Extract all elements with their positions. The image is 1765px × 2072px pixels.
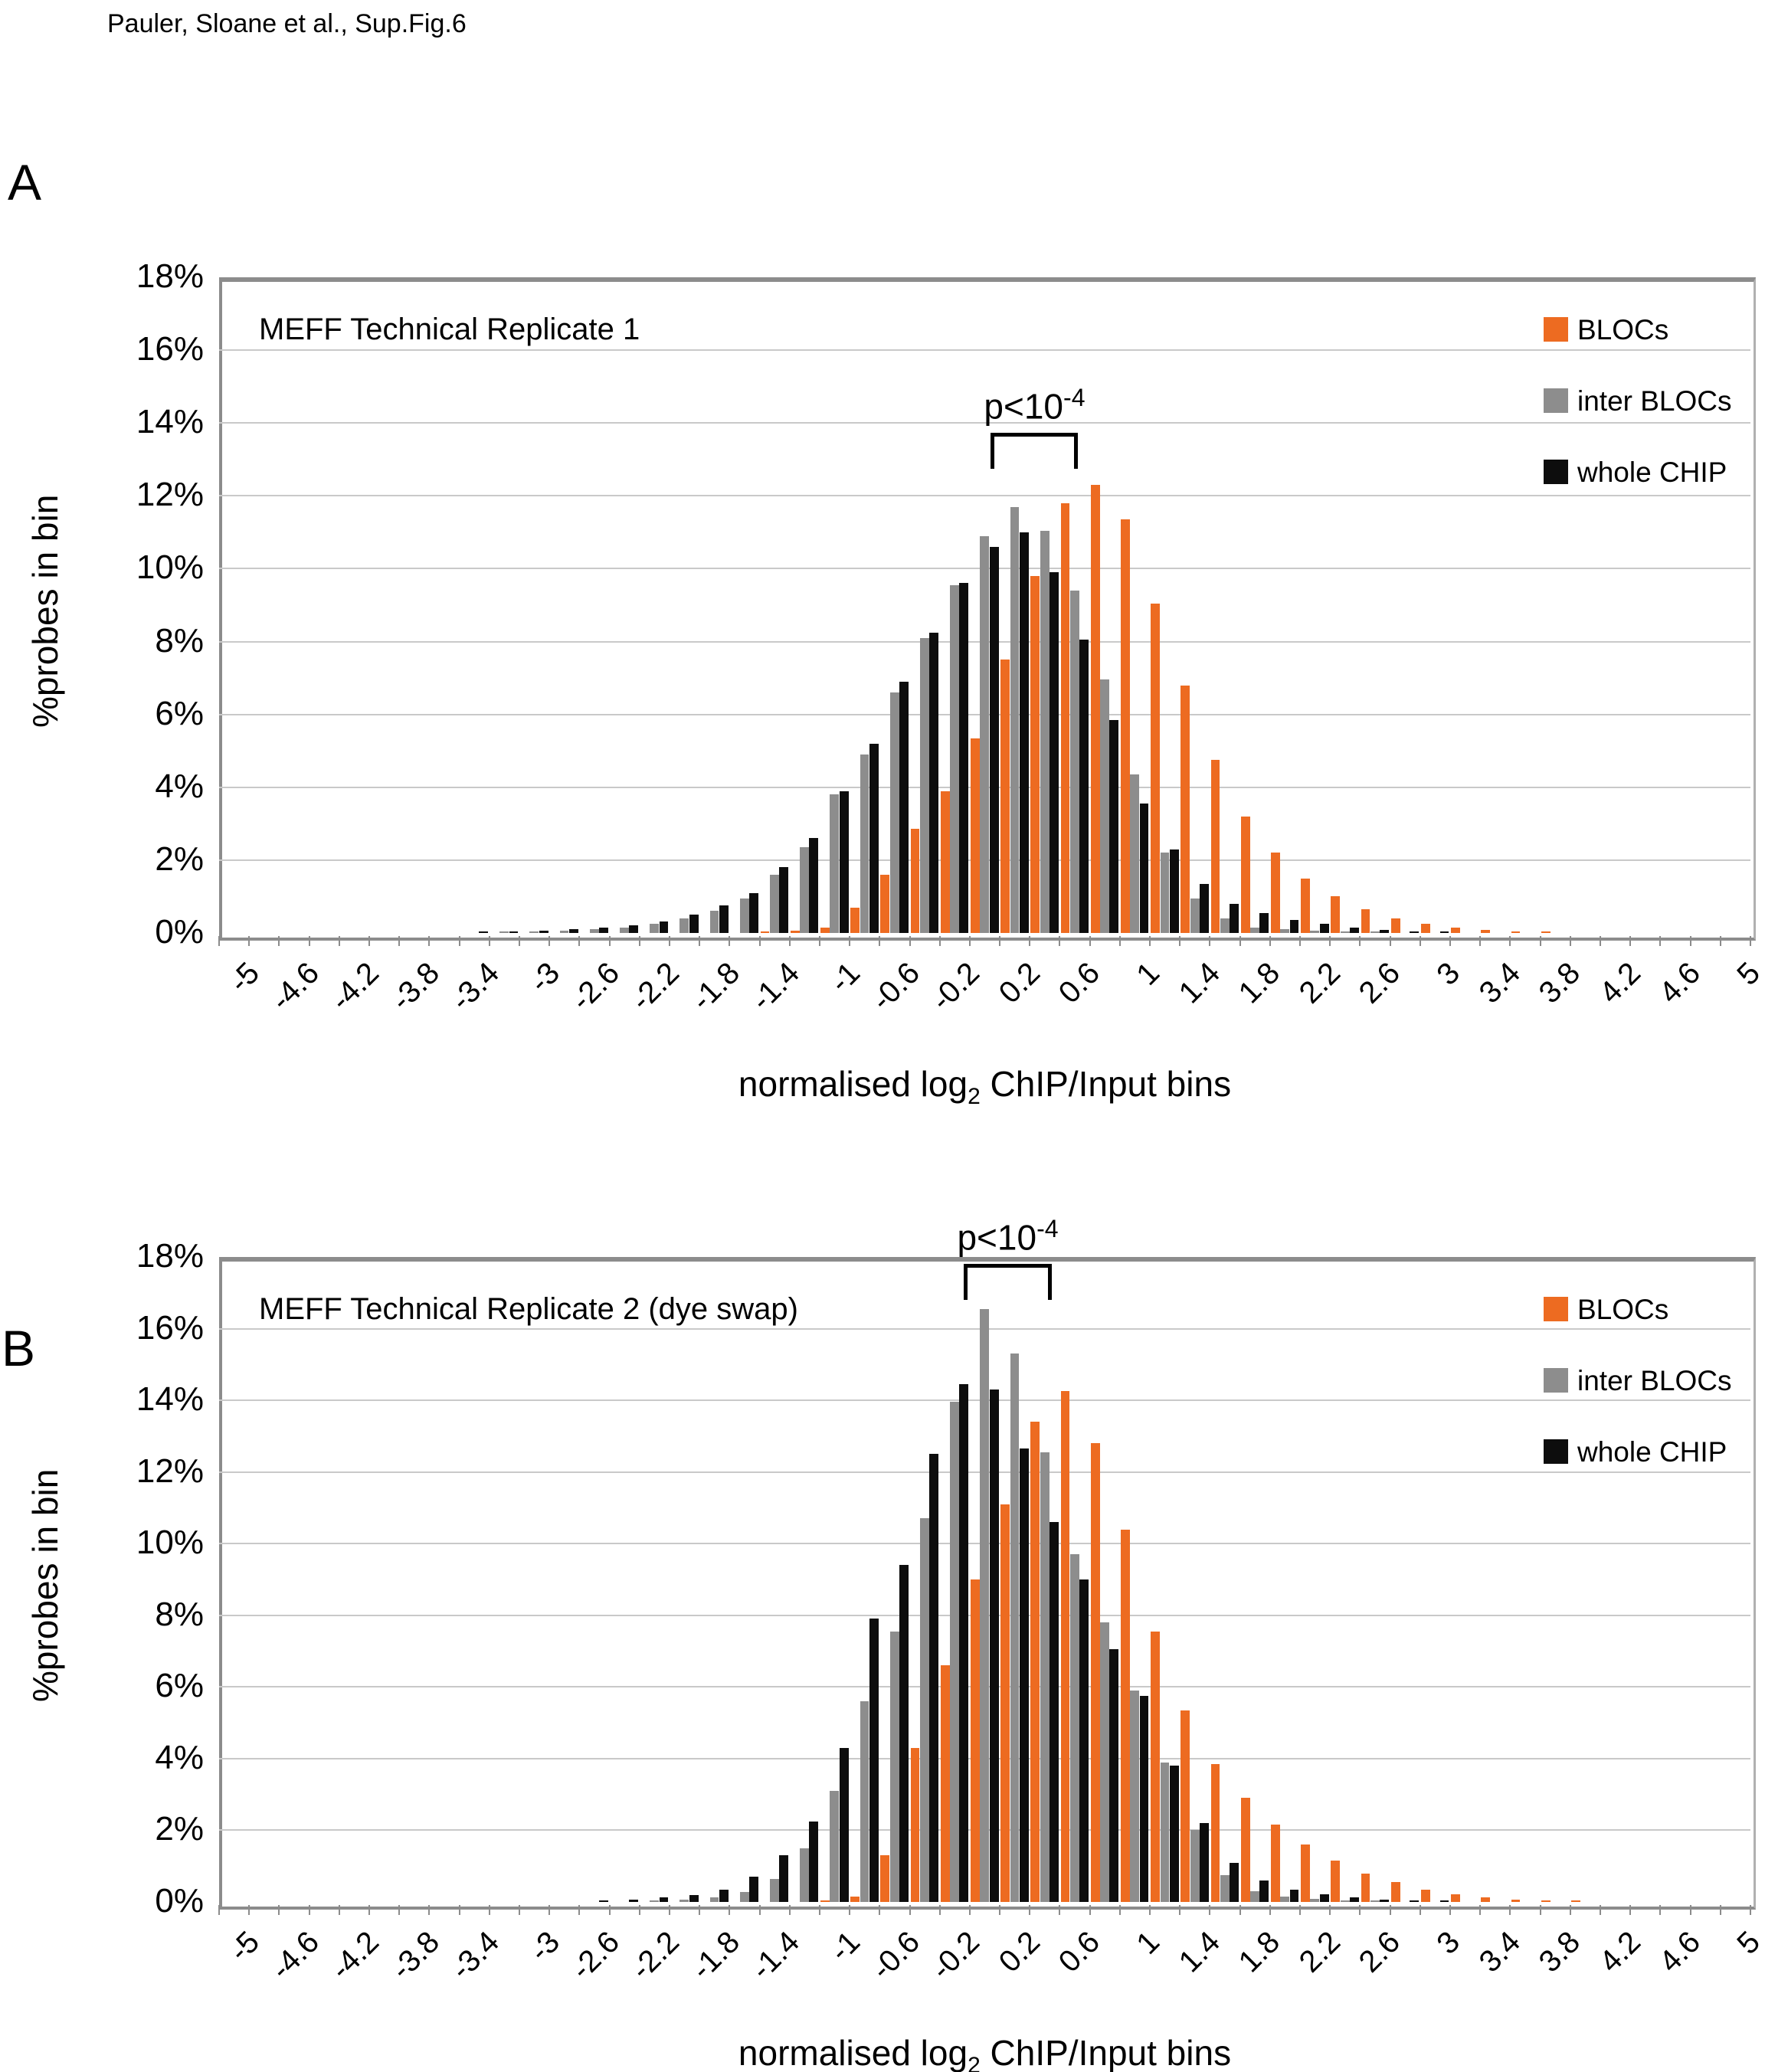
x-axis-tick-label: 0.2 <box>992 956 1046 1010</box>
x-axis-tick-label: -3 <box>522 956 566 1000</box>
x-axis-tick-label: 2.2 <box>1292 1925 1347 1979</box>
y-axis-tick-label: 4% <box>155 1738 204 1776</box>
y-axis-tick-label: 0% <box>155 913 204 951</box>
x-title-subscript: 2 <box>968 1084 981 1110</box>
x-title-subscript: 2 <box>968 2053 981 2072</box>
x-axis-title: normalised log2 ChIP/Input bins <box>679 2032 1292 2072</box>
x-axis-tick-label: -2.2 <box>624 1925 686 1986</box>
x-axis-tick-label: -1.8 <box>684 956 746 1017</box>
y-axis-tick-label: 6% <box>155 694 204 732</box>
x-axis-tick-label: -2.6 <box>565 956 627 1017</box>
y-axis-tick-label: 6% <box>155 1667 204 1705</box>
x-axis-tick-label: 4.2 <box>1593 1925 1647 1979</box>
x-axis-tick-label: -3 <box>522 1925 566 1969</box>
x-axis-tick-label: 0.2 <box>992 1925 1046 1979</box>
x-title-suffix: ChIP/Input bins <box>980 2033 1232 2072</box>
x-axis-tick-label: 1.4 <box>1172 1925 1226 1979</box>
x-axis-tick-label: -1.4 <box>745 1925 807 1986</box>
x-axis-tick-label: 3.4 <box>1472 956 1527 1010</box>
x-axis-tick-label: 1 <box>1130 1925 1167 1961</box>
figure-credit: Pauler, Sloane et al., Sup.Fig.6 <box>107 9 467 38</box>
x-axis-tick-label: 1.4 <box>1172 956 1226 1010</box>
x-axis-tick-label: -4.6 <box>264 956 326 1017</box>
x-axis-tick-label: 4.6 <box>1652 956 1708 1010</box>
x-axis-tick-label: -2.2 <box>624 956 686 1017</box>
x-axis-tick-label: -4.6 <box>264 1925 326 1986</box>
x-axis-tick-label: -1.8 <box>684 1925 746 1986</box>
x-axis-tick-label: -0.2 <box>925 956 987 1017</box>
x-axis-tick-label: -2.6 <box>565 1925 627 1986</box>
y-axis-tick-label: 2% <box>155 1810 204 1848</box>
p-value-exponent: -4 <box>1036 1215 1059 1242</box>
x-axis-tick-label: 4.2 <box>1593 956 1647 1010</box>
x-axis-tick-label: -1 <box>823 1925 866 1969</box>
plot-area-panel-b <box>219 1257 1756 1910</box>
p-value-text: p<10 <box>957 1217 1037 1258</box>
x-axis-tick-label: -3.4 <box>444 1925 506 1986</box>
plot-area-panel-a <box>219 277 1756 941</box>
y-axis-tick-label: 10% <box>136 1524 204 1562</box>
y-axis-title: %probes in bin <box>25 1468 65 1702</box>
x-axis-tick-label: 2.2 <box>1292 956 1347 1010</box>
y-axis-tick-label: 0% <box>155 1882 204 1920</box>
x-axis-tick-label: 1 <box>1130 956 1167 992</box>
x-axis-tick-label: 2.6 <box>1352 956 1407 1010</box>
y-axis-tick-label: 8% <box>155 621 204 660</box>
x-axis-tick-label: 3 <box>1430 956 1467 992</box>
x-axis-tick-label: -3.8 <box>385 1925 446 1986</box>
y-axis-tick-label: 18% <box>136 1237 204 1275</box>
x-axis-tick-label: -5 <box>222 956 266 1000</box>
p-value-annotation: p<10-4 <box>892 1215 1122 1258</box>
x-title-prefix: normalised log <box>738 2033 968 2072</box>
x-axis-tick-label: -5 <box>222 1925 266 1969</box>
x-title-suffix: ChIP/Input bins <box>980 1064 1232 1104</box>
x-axis-tick-label: 3.8 <box>1532 956 1587 1010</box>
x-axis-tick-label: 0.6 <box>1052 956 1107 1010</box>
x-axis-tick-label: 5 <box>1731 956 1765 992</box>
y-axis-tick-label: 8% <box>155 1595 204 1633</box>
x-axis-tick-label: -3.8 <box>385 956 446 1017</box>
x-axis-tick-label: 2.6 <box>1352 1925 1407 1979</box>
x-axis-tick-label: 1.8 <box>1232 1925 1287 1979</box>
x-axis-tick-label: 3 <box>1430 1925 1467 1961</box>
x-axis-tick-label: 1.8 <box>1232 956 1287 1010</box>
panel-a-letter: A <box>8 154 42 211</box>
y-axis-tick-label: 18% <box>136 257 204 295</box>
y-axis-tick-label: 14% <box>136 403 204 441</box>
x-axis-tick-label: -0.6 <box>865 1925 927 1986</box>
x-axis-tick-label: -3.4 <box>444 956 506 1017</box>
x-axis-tick-label: 0.6 <box>1052 1925 1107 1979</box>
y-axis-tick-label: 10% <box>136 548 204 587</box>
x-axis-tick-label: 3.4 <box>1472 1925 1527 1979</box>
y-axis-tick-label: 12% <box>136 476 204 514</box>
y-axis-tick-label: 16% <box>136 1308 204 1347</box>
y-axis-tick-label: 4% <box>155 767 204 805</box>
x-axis-title: normalised log2 ChIP/Input bins <box>679 1063 1292 1110</box>
x-axis-tick-label: 3.8 <box>1532 1925 1587 1979</box>
x-axis-tick-label: -4.2 <box>324 1925 386 1986</box>
x-axis-tick-label: -0.2 <box>925 1925 987 1986</box>
x-axis-tick-label: 5 <box>1731 1925 1765 1961</box>
y-axis-tick-label: 16% <box>136 330 204 368</box>
y-axis-tick-label: 2% <box>155 840 204 878</box>
x-axis-tick-label: -0.6 <box>865 956 927 1017</box>
y-axis-tick-label: 12% <box>136 1452 204 1490</box>
y-axis-title: %probes in bin <box>25 494 65 728</box>
x-axis-tick-label: -1.4 <box>745 956 807 1017</box>
x-axis-tick-label: -4.2 <box>324 956 386 1017</box>
y-axis-tick-label: 14% <box>136 1380 204 1419</box>
x-title-prefix: normalised log <box>738 1064 968 1104</box>
x-axis-tick-label: -1 <box>823 956 866 1000</box>
x-axis-tick-label: 4.6 <box>1652 1925 1708 1979</box>
panel-b-letter: B <box>2 1320 36 1376</box>
